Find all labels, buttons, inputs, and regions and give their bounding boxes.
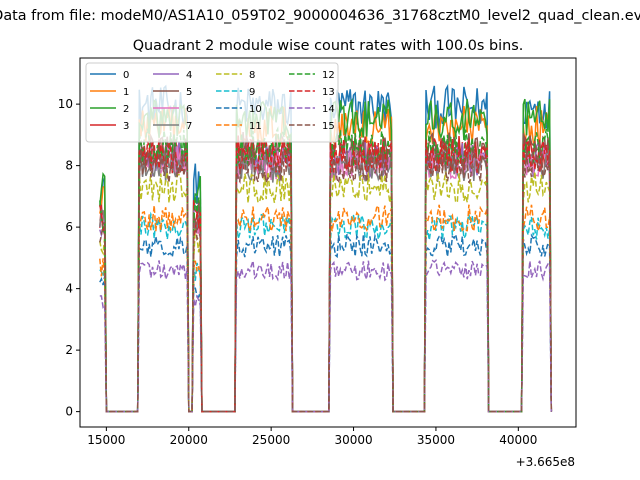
y-tick-label: 8 [65, 159, 73, 173]
x-offset-label: +3.665e8 [516, 455, 575, 469]
legend-label-5: 5 [186, 87, 192, 98]
series-line-15 [99, 147, 553, 413]
y-tick-label: 6 [65, 220, 73, 234]
series-line-7 [99, 148, 553, 413]
x-tick-label: 15000 [87, 433, 125, 447]
legend-label-11: 11 [249, 121, 262, 132]
legend-label-1: 1 [123, 87, 129, 98]
legend-label-4: 4 [186, 70, 192, 81]
y-tick-label: 10 [58, 97, 73, 111]
x-tick-label: 25000 [252, 433, 290, 447]
y-tick-label: 0 [65, 405, 73, 419]
legend-label-9: 9 [249, 87, 255, 98]
axes-ticks: 15000 20000 25000 30000 35000 40000 0 2 4 6 8 10 [58, 97, 538, 447]
legend-label-3: 3 [123, 121, 129, 132]
legend-label-8: 8 [249, 70, 255, 81]
series-line-14 [99, 258, 553, 413]
x-tick-label: 30000 [334, 433, 372, 447]
x-tick-label: 35000 [417, 433, 455, 447]
series-line-8 [99, 171, 553, 413]
legend-label-14: 14 [322, 104, 335, 115]
legend-label-0: 0 [123, 70, 129, 81]
x-tick-label: 20000 [170, 433, 208, 447]
x-tick-label: 40000 [499, 433, 537, 447]
plot-area [99, 83, 553, 413]
y-tick-label: 4 [65, 282, 73, 296]
legend-label-10: 10 [249, 104, 262, 115]
legend-label-15: 15 [322, 121, 335, 132]
axes-frame [79, 57, 577, 428]
chart-title: Quadrant 2 module wise count rates with … [133, 38, 524, 54]
legend-label-7: 7 [186, 121, 192, 132]
legend-label-6: 6 [186, 104, 192, 115]
series-line-10 [99, 232, 553, 413]
legend-label-2: 2 [123, 104, 129, 115]
y-tick-label: 2 [65, 343, 73, 357]
legend-frame [85, 62, 339, 143]
legend-label-13: 13 [322, 87, 335, 98]
legend-label-12: 12 [322, 70, 335, 81]
series-line-9 [99, 211, 553, 413]
figure-suptitle: Data from file: modeM0/AS1A10_059T02_900… [0, 8, 640, 24]
